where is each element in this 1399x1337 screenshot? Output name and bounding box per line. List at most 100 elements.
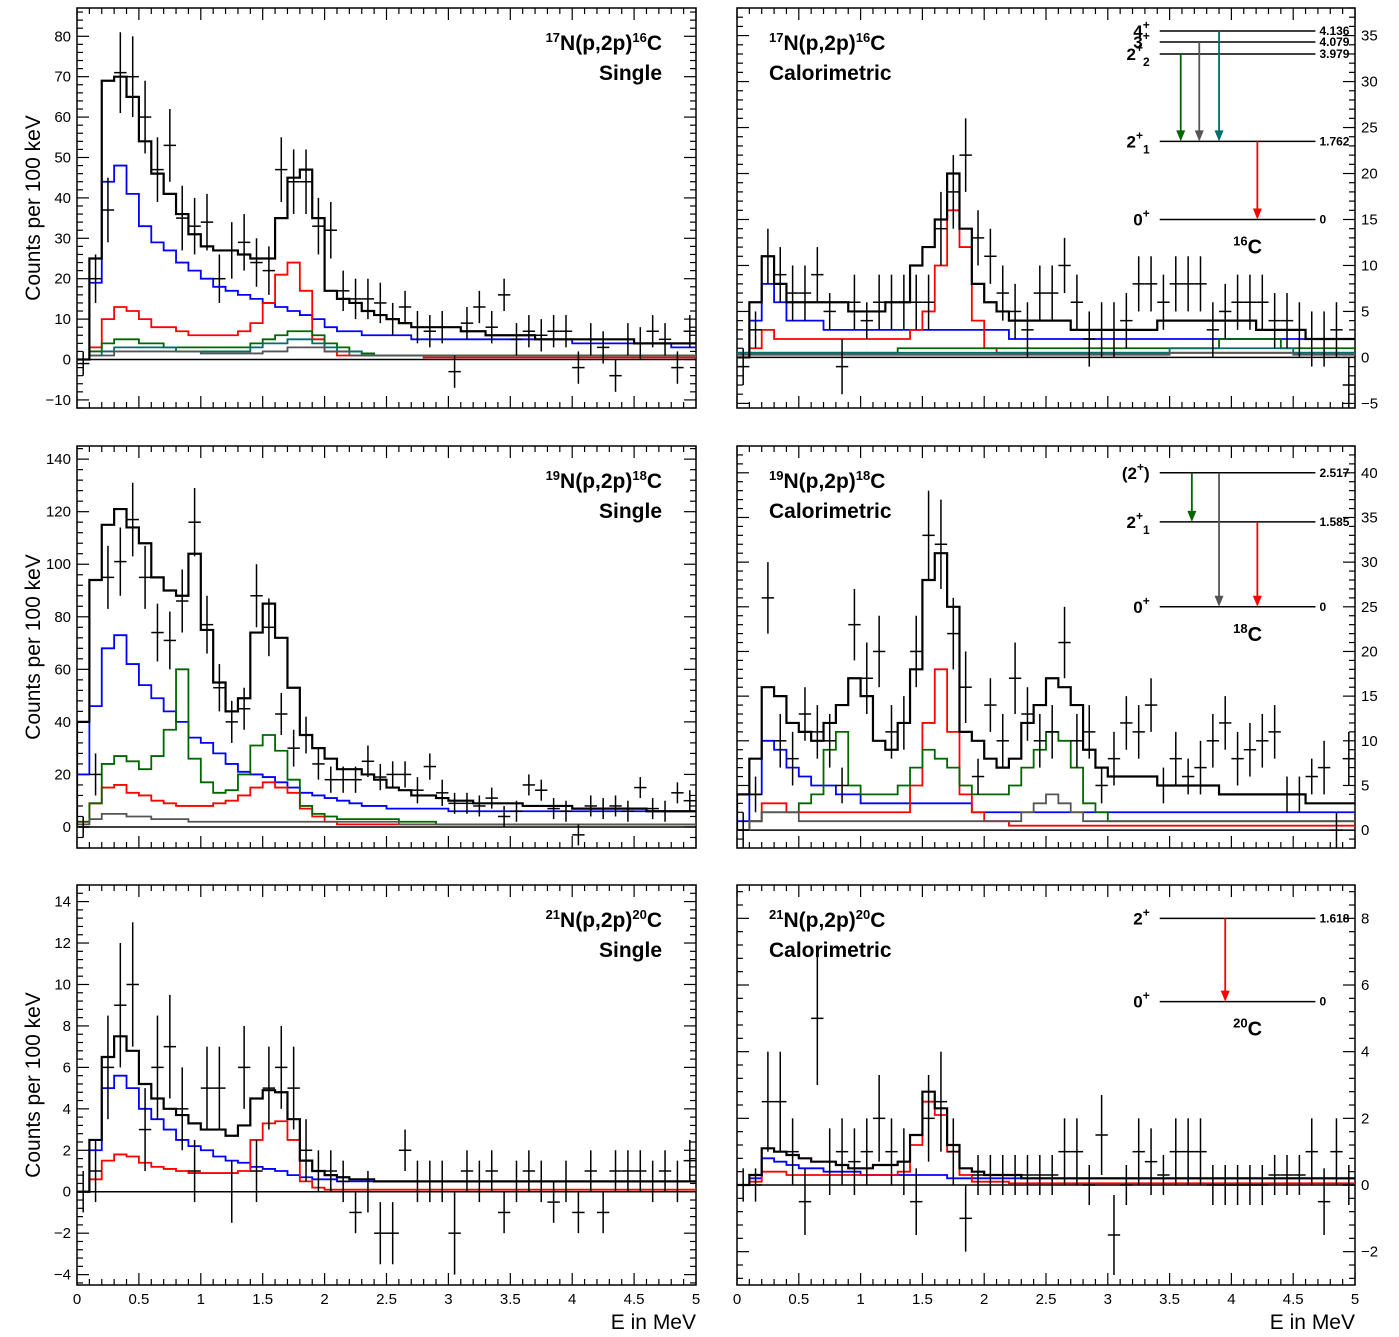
y-tick-label: −5 — [1361, 395, 1378, 412]
reaction-label: 17N(p,2p)16C — [769, 30, 885, 55]
y-tick-label: 30 — [1361, 554, 1378, 571]
y-tick-label: 8 — [1361, 910, 1369, 927]
y-tick-label: 80 — [54, 609, 71, 626]
plot-area — [77, 32, 696, 392]
x-tick-label: 1 — [856, 1291, 864, 1308]
level-energy: 0 — [1319, 600, 1326, 614]
x-axis-ticks — [736, 8, 1356, 408]
y-tick-label: 6 — [63, 1059, 71, 1076]
x-tick-label: 4.5 — [624, 1291, 645, 1308]
x-axis-ticks — [736, 446, 1356, 848]
histogram-total — [737, 1090, 1355, 1187]
plot-area — [737, 951, 1355, 1275]
data-points — [737, 118, 1355, 408]
level-spin: 2+2 — [1127, 41, 1150, 69]
gamma-arrowhead-gray — [1214, 595, 1224, 607]
y-tick-label: 4 — [1361, 1044, 1369, 1061]
y-tick-label: 25 — [1361, 599, 1378, 616]
level-scheme: 4.136 4+ 4.079 3+ 3.979 2+2 1.762 2+1 0 0+ 16C — [1127, 18, 1350, 259]
y-axis-ticks — [77, 11, 696, 409]
y-tick-label: −10 — [46, 392, 71, 409]
y-tick-label: 10 — [54, 311, 71, 328]
y-axis-title: Counts per 100 keV — [22, 992, 45, 1178]
mode-label: Calorimetric — [769, 939, 892, 962]
y-tick-label: 30 — [1361, 74, 1378, 91]
isotope-label: 20C — [1233, 1016, 1262, 1041]
mode-label: Calorimetric — [769, 500, 892, 523]
level-energy: 4.079 — [1319, 35, 1349, 49]
panel-18c-calorimetric: 0 5 10 15 20 25 30 35 40 19N(p,2p)18C Calorimetric… — [736, 445, 1378, 849]
plot-area — [77, 482, 696, 846]
y-tick-label: 0 — [63, 352, 71, 369]
y-tick-label: 30 — [54, 230, 71, 247]
x-tick-label: 4.5 — [1283, 1291, 1304, 1308]
data-points — [77, 482, 696, 846]
x-tick-label: 0.5 — [128, 1291, 149, 1308]
y-tick-label: 140 — [46, 451, 71, 468]
x-tick-label: 3 — [1104, 1291, 1112, 1308]
y-tick-label: 20 — [1361, 643, 1378, 660]
y-tick-label: −2 — [1361, 1244, 1378, 1261]
level-energy: 3.979 — [1319, 47, 1349, 61]
data-points — [737, 951, 1355, 1275]
level-energy: 1.762 — [1319, 134, 1349, 148]
y-tick-label: 6 — [1361, 977, 1369, 994]
y-tick-label: 60 — [54, 109, 71, 126]
plot-area — [77, 922, 696, 1275]
data-points — [77, 32, 696, 392]
plot-area — [737, 490, 1355, 848]
x-tick-label: 0.5 — [788, 1291, 809, 1308]
x-tick-label: 3.5 — [500, 1291, 521, 1308]
y-tick-label: 20 — [54, 766, 71, 783]
y-tick-label: 35 — [1361, 509, 1378, 526]
y-tick-label: 80 — [54, 28, 71, 45]
mode-label: Single — [599, 939, 662, 962]
mode-label: Calorimetric — [769, 62, 892, 85]
x-tick-label: 2.5 — [1036, 1291, 1057, 1308]
y-tick-label: 0 — [1361, 1177, 1369, 1194]
reaction-label: 21N(p,2p)20C — [546, 907, 662, 932]
x-tick-label: 1.5 — [912, 1291, 933, 1308]
y-tick-label: 120 — [46, 504, 71, 521]
reaction-label: 17N(p,2p)16C — [546, 30, 662, 55]
panel-18c-single: 0 20 40 60 80 100 120 140 Counts per 100 keV 19N(… — [22, 445, 697, 849]
x-tick-label: 2 — [320, 1291, 328, 1308]
y-tick-label: 8 — [63, 1018, 71, 1035]
level-energy: 1.618 — [1319, 911, 1349, 925]
y-tick-label: 5 — [1361, 777, 1369, 794]
y-tick-label: 0 — [63, 819, 71, 836]
x-tick-label: 5 — [692, 1291, 700, 1308]
y-tick-label: 0 — [1361, 349, 1369, 366]
gamma-arrowhead-gray — [1194, 130, 1204, 142]
level-spin: 0+ — [1133, 594, 1149, 617]
level-energy: 1.585 — [1319, 515, 1349, 529]
histogram-blue — [77, 634, 696, 827]
y-tick-label: 40 — [54, 190, 71, 207]
y-tick-label: 15 — [1361, 688, 1378, 705]
y-tick-label: 10 — [54, 976, 71, 993]
level-energy: 4.136 — [1319, 24, 1349, 38]
y-tick-label: 25 — [1361, 120, 1378, 137]
y-tick-label: 20 — [54, 271, 71, 288]
level-spin: 2+1 — [1127, 509, 1150, 537]
reaction-label: 19N(p,2p)18C — [769, 468, 885, 493]
x-axis-title: E in MeV — [611, 1311, 696, 1334]
y-tick-label: 60 — [54, 661, 71, 678]
data-points — [737, 490, 1355, 848]
y-tick-label: 50 — [54, 149, 71, 166]
panel-16c-single: −10 0 10 20 30 40 50 60 70 80 Counts per 100 keV 17… — [22, 7, 697, 409]
gamma-arrowhead-green — [1176, 130, 1186, 142]
panel-20c-single: 0 0.5 1 1.5 2 2.5 3 3.5 4 4.5 5 E in MeV −4 −2 0 2 4 6 8 10… — [22, 884, 700, 1334]
y-tick-label: 0 — [1361, 822, 1369, 839]
x-axis-ticks — [76, 8, 697, 408]
x-axis-title: E in MeV — [1270, 1311, 1355, 1334]
level-spin: 2+ — [1133, 905, 1149, 928]
x-tick-label: 3 — [444, 1291, 452, 1308]
reaction-label: 21N(p,2p)20C — [769, 907, 885, 932]
x-tick-label: 1 — [197, 1291, 205, 1308]
reaction-label: 19N(p,2p)18C — [546, 468, 662, 493]
level-spin: 4+ — [1133, 18, 1149, 41]
level-scheme: 1.618 2+ 0 0+ 20C — [1133, 905, 1350, 1040]
gamma-arrowhead-red — [1252, 208, 1262, 220]
y-tick-label: 10 — [1361, 733, 1378, 750]
